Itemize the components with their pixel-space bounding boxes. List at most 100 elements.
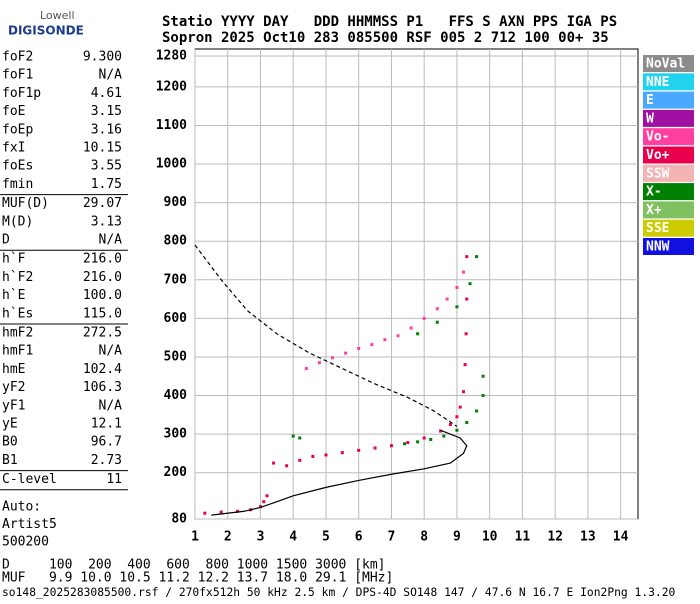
param-value: 102.4 bbox=[83, 362, 122, 377]
param-name: hmF2 bbox=[2, 326, 33, 341]
param-value: 11 bbox=[106, 472, 122, 487]
y-tick-label: 80 bbox=[171, 512, 187, 527]
legend-label: W bbox=[646, 111, 654, 126]
y-tick-label: 500 bbox=[164, 349, 188, 364]
param-name: foE bbox=[2, 104, 25, 119]
echo-point bbox=[422, 316, 426, 320]
echo-point bbox=[416, 332, 420, 336]
echo-point bbox=[465, 255, 469, 259]
profile-line bbox=[194, 244, 458, 427]
footer: so148_2025283085500.rsf / 270fx512h 50 k… bbox=[2, 586, 676, 599]
param-value: 3.15 bbox=[91, 104, 122, 119]
legend-swatch bbox=[643, 201, 694, 219]
echo-point bbox=[464, 332, 468, 336]
x-tick-label: 4 bbox=[289, 530, 297, 545]
echo-point bbox=[324, 453, 328, 457]
param-value: 115.0 bbox=[83, 306, 122, 321]
d-line: D 100 200 400 600 800 1000 1500 3000 [km… bbox=[2, 558, 386, 573]
profile-line bbox=[211, 429, 468, 516]
param-value: 9.300 bbox=[83, 50, 122, 65]
auto-text: 500200 bbox=[2, 534, 49, 549]
plot-frame bbox=[194, 48, 639, 520]
echo-point bbox=[331, 356, 335, 360]
param-value: 3.55 bbox=[91, 159, 122, 174]
echo-point bbox=[455, 415, 459, 419]
legend-swatch bbox=[643, 146, 694, 164]
header-line: Statio YYYY DAY DDD HHMMSS P1 FFS S AXN … bbox=[162, 14, 617, 30]
legend-label: Vo- bbox=[646, 130, 669, 145]
echo-point bbox=[298, 436, 302, 440]
echo-point bbox=[383, 338, 387, 342]
param-value: 10.15 bbox=[83, 141, 122, 156]
x-tick-label: 8 bbox=[420, 530, 428, 545]
echo-point bbox=[311, 454, 315, 458]
echo-point bbox=[357, 448, 361, 452]
echo-point bbox=[304, 367, 308, 371]
param-name: B0 bbox=[2, 435, 18, 450]
echo-point bbox=[258, 505, 262, 509]
legend-label: NNW bbox=[646, 240, 670, 255]
param-name: h`F bbox=[2, 252, 26, 267]
echo-point bbox=[340, 451, 344, 455]
auto-text: Auto: bbox=[2, 499, 41, 514]
legend-label: NNE bbox=[646, 75, 669, 90]
echo-point bbox=[481, 394, 485, 398]
param-name: foF1p bbox=[2, 86, 41, 101]
x-tick-label: 12 bbox=[547, 530, 563, 545]
param-value: 216.0 bbox=[83, 270, 122, 285]
param-name: MUF(D) bbox=[2, 196, 49, 211]
legend-swatch bbox=[643, 238, 694, 255]
echo-point bbox=[455, 428, 459, 432]
echo-point bbox=[403, 442, 407, 446]
y-tick-label: 1100 bbox=[156, 118, 187, 133]
legend-label: X+ bbox=[646, 203, 662, 218]
legend-swatch bbox=[643, 109, 694, 127]
x-tick-label: 3 bbox=[257, 530, 265, 545]
logo-top: Lowell bbox=[40, 9, 75, 22]
x-tick-label: 6 bbox=[355, 530, 363, 545]
echo-point bbox=[373, 446, 377, 450]
y-tick-label: 800 bbox=[164, 234, 188, 249]
param-value: 29.07 bbox=[83, 196, 122, 211]
echo-point bbox=[291, 434, 295, 438]
echo-point bbox=[429, 438, 433, 442]
echo-point bbox=[357, 346, 361, 350]
y-tick-label: 1200 bbox=[156, 79, 187, 94]
echo-point bbox=[481, 374, 485, 378]
param-name: foEs bbox=[2, 159, 33, 174]
legend-swatch bbox=[643, 91, 694, 109]
echo-point bbox=[465, 297, 469, 301]
x-tick-label: 9 bbox=[453, 530, 461, 545]
param-name: h`Es bbox=[2, 306, 33, 321]
param-name: foF2 bbox=[2, 50, 33, 65]
x-tick-label: 1 bbox=[191, 530, 199, 545]
param-name: D bbox=[2, 233, 10, 248]
x-tick-label: 10 bbox=[482, 530, 498, 545]
x-tick-label: 13 bbox=[580, 530, 596, 545]
echo-point bbox=[445, 297, 449, 301]
param-value: 4.61 bbox=[91, 86, 122, 101]
echo-point bbox=[468, 282, 472, 286]
param-name: yE bbox=[2, 417, 18, 432]
param-value: N/A bbox=[99, 233, 123, 248]
echo-point bbox=[416, 440, 420, 444]
echo-point bbox=[439, 429, 443, 433]
x-tick-label: 11 bbox=[515, 530, 531, 545]
param-name: yF1 bbox=[2, 398, 25, 413]
param-value: N/A bbox=[99, 344, 123, 359]
echo-point bbox=[465, 421, 469, 425]
echo-point bbox=[455, 286, 459, 289]
echo-point bbox=[317, 361, 321, 365]
echo-point bbox=[236, 509, 240, 513]
legend-label: X- bbox=[646, 185, 662, 200]
legend-swatch bbox=[643, 183, 694, 201]
param-value: 272.5 bbox=[83, 326, 122, 341]
legend-swatch bbox=[643, 128, 694, 146]
echo-point bbox=[461, 270, 465, 274]
legend-label: SSE bbox=[646, 221, 669, 236]
param-value: N/A bbox=[99, 68, 123, 83]
param-name: hmE bbox=[2, 362, 25, 377]
echo-point bbox=[435, 320, 439, 324]
echo-point bbox=[409, 326, 413, 330]
echo-point bbox=[458, 405, 462, 409]
